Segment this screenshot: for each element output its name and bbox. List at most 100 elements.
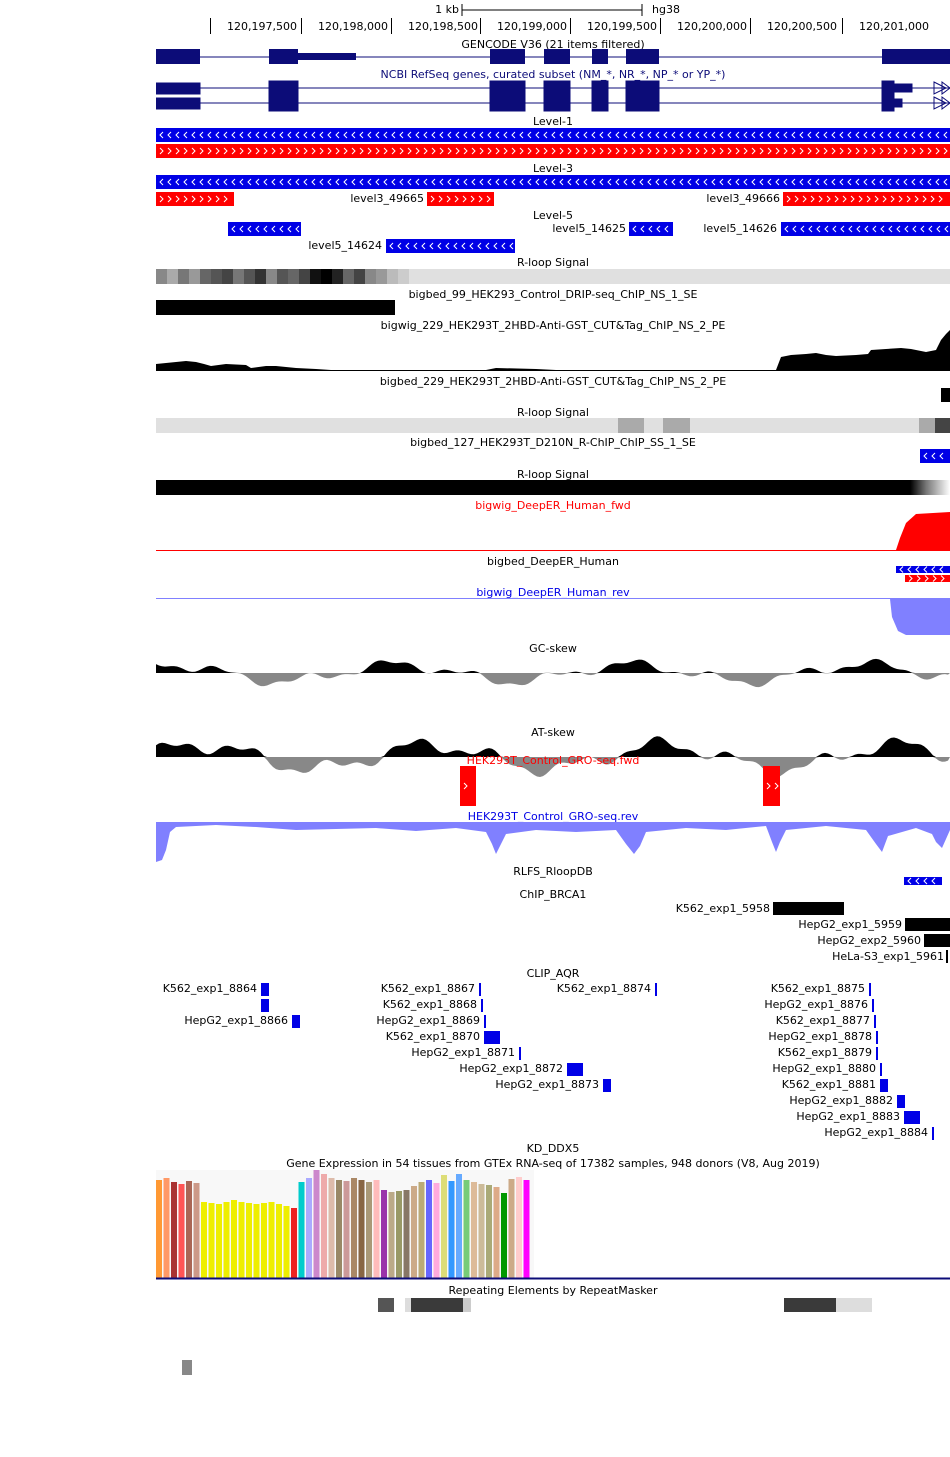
gtex-tissue-bar[interactable] [291,1208,297,1278]
gtex-tissue-bar[interactable] [403,1190,410,1278]
gtex-tissue-bar[interactable] [411,1186,417,1278]
gtex-tissue-bar[interactable] [501,1193,507,1278]
track-title-level1[interactable]: Level-1 [532,115,573,128]
aqr-item[interactable] [292,1015,300,1028]
gtex-tissue-bar[interactable] [478,1184,485,1278]
aqr-item[interactable] [655,983,657,996]
deeper-bed-plus[interactable] [905,575,950,582]
gtex-tissue-bar[interactable] [343,1181,350,1278]
gtex-tissue-bar[interactable] [508,1179,515,1278]
track-title-kd-ddx5[interactable]: KD_DDX5 [526,1142,580,1155]
aqr-item[interactable] [567,1063,583,1076]
gtex-tissue-bar[interactable] [456,1174,462,1278]
rlfs-item[interactable] [904,877,942,885]
level5-label-14624[interactable]: level5_14624 [308,239,382,252]
level5-item-14624[interactable] [386,239,515,253]
level3-item-49665[interactable] [427,192,494,206]
aqr-label[interactable]: K562_exp1_8868 [382,998,477,1011]
aqr-item[interactable] [519,1047,521,1060]
level5-item-a[interactable] [228,222,301,236]
aqr-label[interactable]: HepG2_exp1_8882 [789,1094,893,1107]
track-title-deeper-bed[interactable]: bigbed_DeepER_Human [486,555,619,568]
rloop-signal-3[interactable] [156,480,950,495]
gtex-tissue-bar[interactable] [261,1203,267,1278]
track-title-cuttag-wig[interactable]: bigwig_229_HEK293T_2HBD-Anti-GST_CUT&Tag… [380,319,726,332]
track-title-refseq[interactable]: NCBI RefSeq genes, curated subset (NM_*,… [380,68,726,81]
aqr-label[interactable]: HepG2_exp1_8876 [764,998,868,1011]
brca1-label-5958[interactable]: K562_exp1_5958 [675,902,770,915]
gtex-tissue-bar[interactable] [366,1182,372,1278]
gtex-tissue-bar[interactable] [448,1181,455,1278]
gtex-tissue-bar[interactable] [463,1180,470,1278]
aqr-label[interactable]: HepG2_exp1_8866 [184,1014,288,1027]
track-handle[interactable] [182,1360,192,1375]
aqr-label[interactable]: K562_exp1_8867 [380,982,475,995]
repeatmasker-track[interactable] [156,1297,950,1313]
gtex-tissue-bar[interactable] [186,1181,192,1278]
gtex-tissue-bar[interactable] [321,1174,327,1278]
aqr-label[interactable]: HepG2_exp1_8884 [824,1126,928,1139]
aqr-item[interactable] [603,1079,611,1092]
aqr-label[interactable]: HepG2_exp1_8880 [772,1062,876,1075]
gtex-tissue-bar[interactable] [418,1182,425,1278]
gtex-tissue-bar[interactable] [426,1180,432,1278]
aqr-item[interactable] [932,1127,934,1140]
track-title-rlfs[interactable]: RLFS_RloopDB [513,865,593,878]
level3-label-49665[interactable]: level3_49665 [350,192,424,205]
track-title-gencode[interactable]: GENCODE V36 (21 items filtered) [461,38,645,51]
aqr-label[interactable]: K562_exp1_8864 [162,982,257,995]
track-title-cuttag-bed[interactable]: bigbed_229_HEK293T_2HBD-Anti-GST_CUT&Tag… [379,375,727,388]
gro-fwd-peak-2[interactable] [763,766,780,806]
aqr-label[interactable]: K562_exp1_8881 [781,1078,876,1091]
level5-item-14625[interactable] [629,222,673,236]
gtex-tissue-bar[interactable] [208,1203,215,1278]
aqr-label[interactable]: K562_exp1_8874 [556,982,651,995]
gtex-tissue-bar[interactable] [373,1180,380,1278]
gtex-tissue-bar[interactable] [276,1204,282,1278]
track-title-gc-skew[interactable]: GC-skew [529,642,577,655]
aqr-item[interactable] [874,1015,876,1028]
aqr-item[interactable] [876,1047,878,1060]
level3-label-49666[interactable]: level3_49666 [706,192,780,205]
gtex-tissue-bar[interactable] [471,1182,477,1278]
gtex-tissue-bar[interactable] [156,1180,162,1278]
gtex-tissue-bar[interactable] [193,1183,200,1278]
brca1-item-5959[interactable] [905,918,950,931]
gtex-tissue-bar[interactable] [388,1192,395,1278]
at-skew-signal[interactable] [156,734,950,780]
aqr-item[interactable] [481,999,483,1012]
gencode-track[interactable] [156,48,950,66]
refseq-track[interactable] [156,80,950,112]
aqr-item[interactable] [869,983,871,996]
gtex-tissue-bar[interactable] [313,1170,320,1278]
aqr-item[interactable] [479,983,481,996]
gtex-tissue-bar[interactable] [201,1202,207,1278]
aqr-label[interactable]: HepG2_exp1_8883 [796,1110,900,1123]
gtex-tissue-bar[interactable] [433,1183,440,1278]
cuttag-bed-peak[interactable] [941,388,950,402]
aqr-label[interactable]: HepG2_exp1_8873 [495,1078,599,1091]
gtex-tissue-bar[interactable] [246,1203,252,1278]
aqr-item[interactable] [484,1031,500,1044]
track-title-rloop-3[interactable]: R-loop Signal [517,468,589,481]
aqr-label[interactable]: HepG2_exp1_8871 [411,1046,515,1059]
aqr-item[interactable] [897,1095,905,1108]
gtex-tissue-bar[interactable] [253,1204,260,1278]
aqr-item[interactable] [261,983,269,996]
aqr-item[interactable] [872,999,874,1012]
track-title-gro-fwd[interactable]: HEK293T_Control_GRO-seq.fwd [466,754,640,767]
brca1-item-5960[interactable] [924,934,950,947]
aqr-item[interactable] [880,1079,888,1092]
track-title-gro-rev[interactable]: HEK293T_Control_GRO-seq.rev [467,810,639,823]
gro-rev-signal[interactable] [156,822,950,864]
track-title-gtex[interactable]: Gene Expression in 54 tissues from GTEx … [286,1157,820,1170]
gtex-expression-bars[interactable] [156,1170,950,1282]
aqr-label[interactable]: HepG2_exp1_8869 [376,1014,480,1027]
track-title-rloop-2[interactable]: R-loop Signal [517,406,589,419]
level5-label-14625[interactable]: level5_14625 [552,222,626,235]
brca1-label-5961[interactable]: HeLa-S3_exp1_5961 [832,950,944,963]
gtex-tissue-bar[interactable] [336,1180,342,1278]
rloop-signal-1[interactable] [156,269,950,284]
gtex-tissue-bar[interactable] [396,1191,402,1278]
level1-plus-strand[interactable] [156,144,950,158]
